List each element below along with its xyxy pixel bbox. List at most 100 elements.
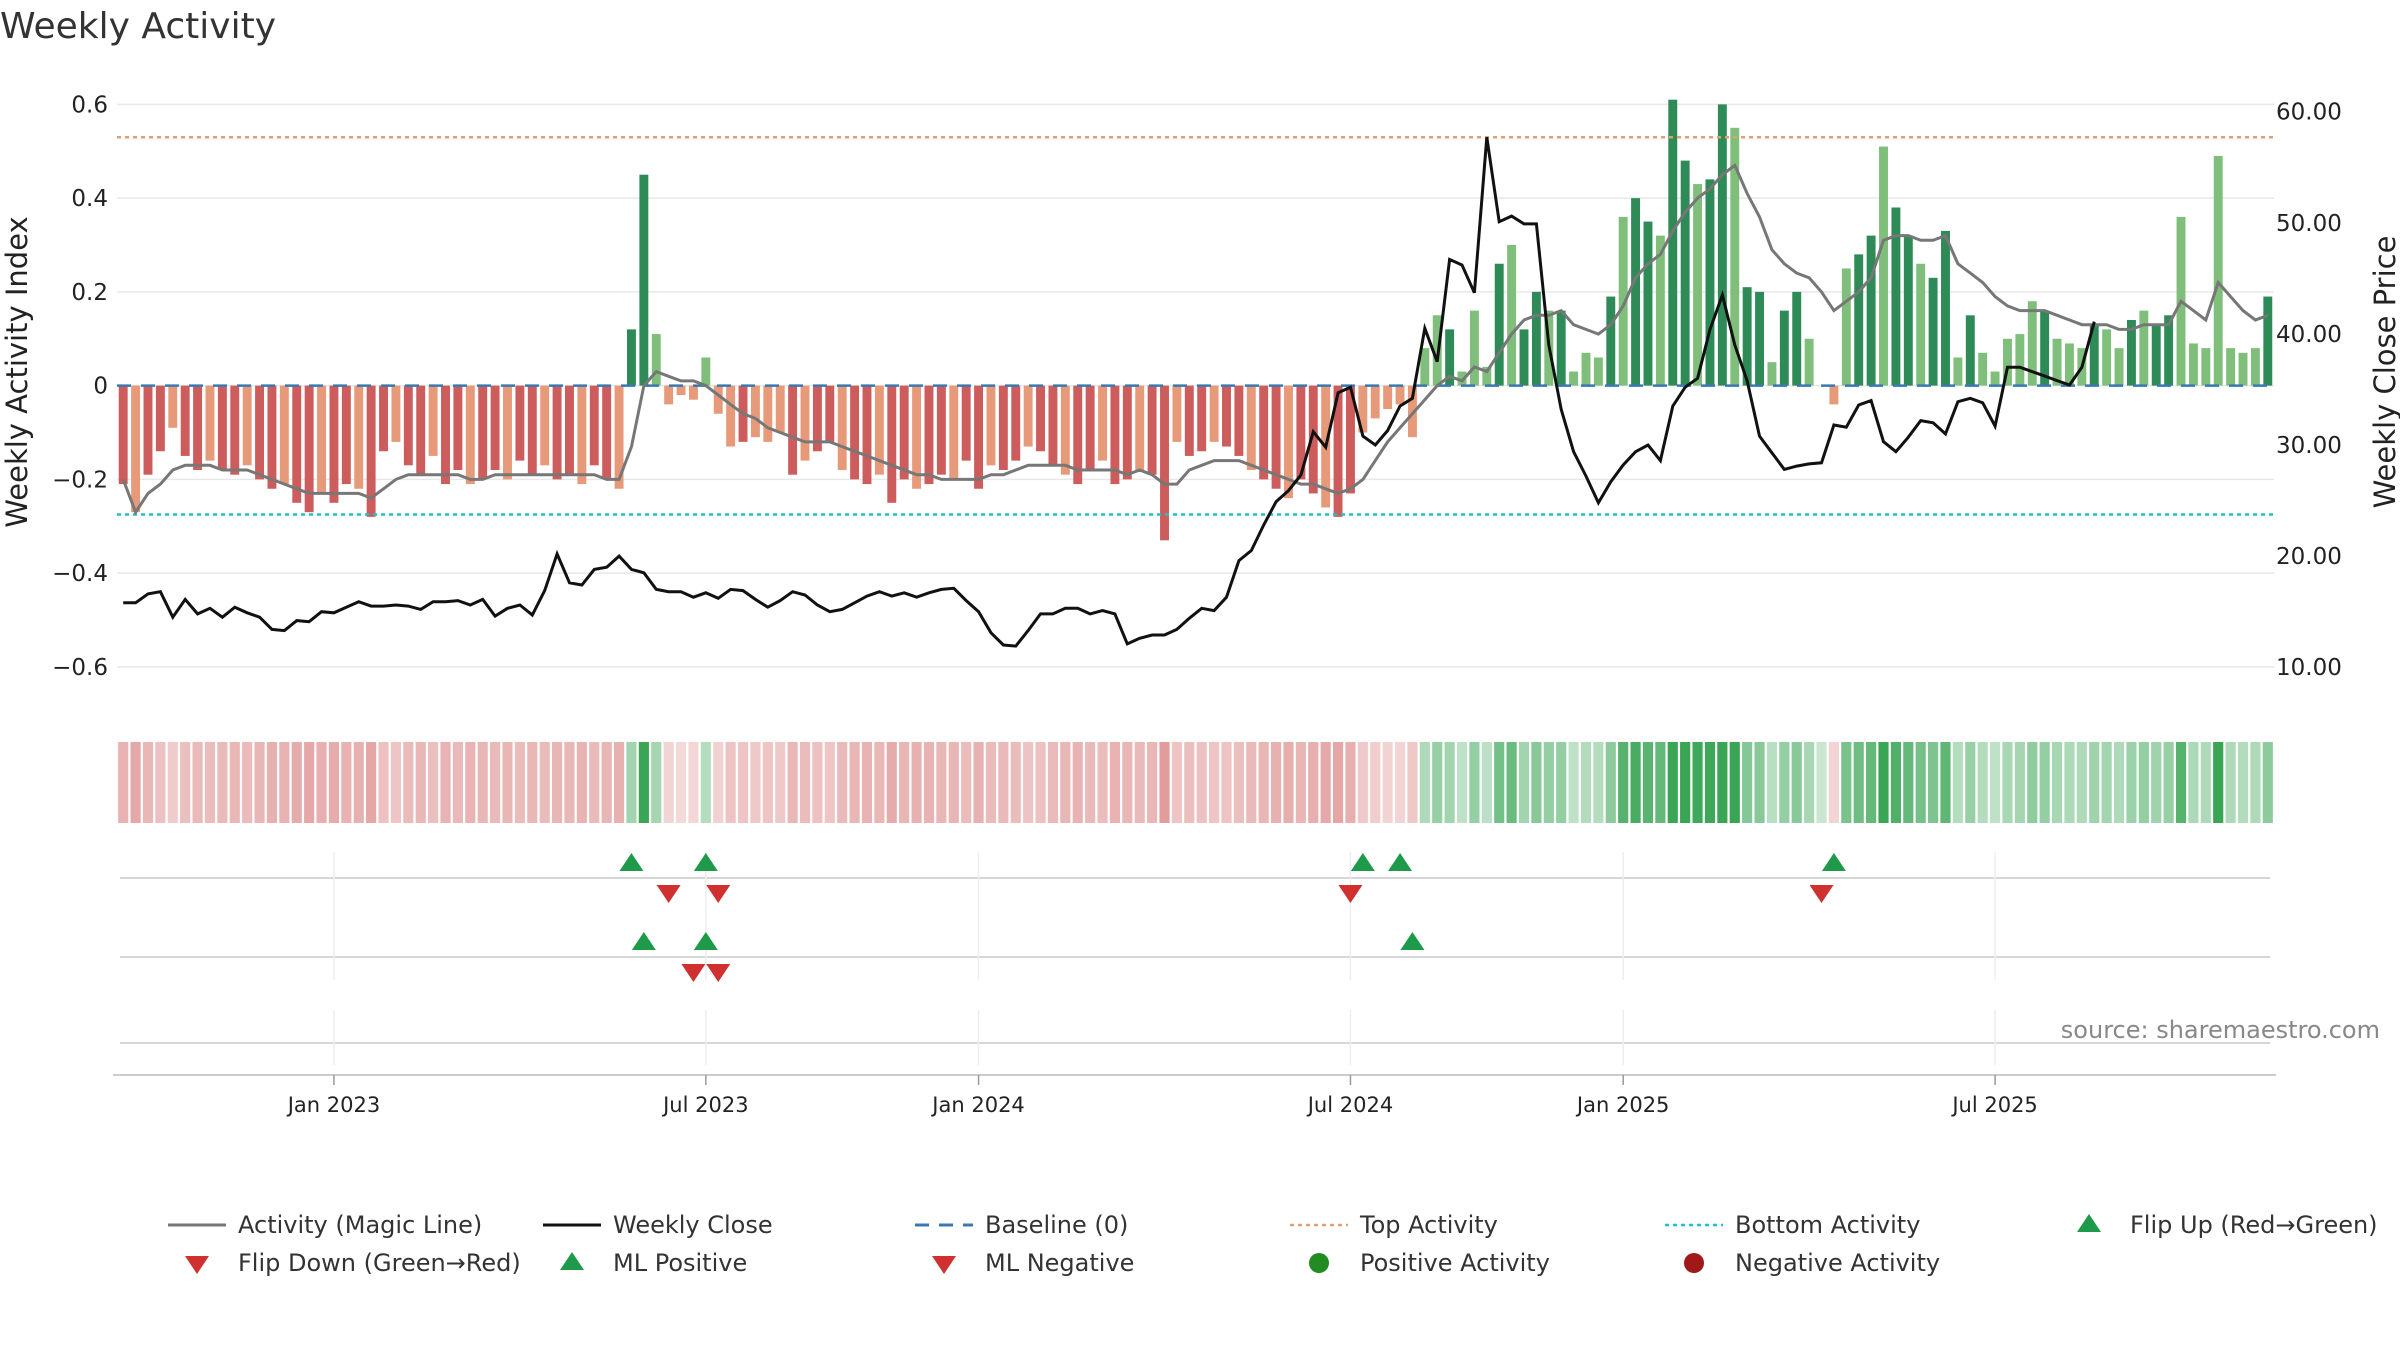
activity-heatstrip [118, 742, 2273, 823]
heatstrip-cell [1866, 742, 1877, 823]
activity-bar [1965, 315, 1975, 386]
heatstrip-cell [2027, 742, 2038, 823]
heatstrip-cell [2126, 742, 2137, 823]
y-tick-label: −0.2 [52, 467, 108, 493]
activity-bar [763, 385, 773, 442]
heatstrip-cell [1122, 742, 1133, 823]
activity-bar [217, 385, 227, 470]
legend-item-top: Top Activity [1290, 1211, 1498, 1239]
legend-item-flipup: Flip Up (Red→Green) [2077, 1211, 2378, 1239]
activity-bar [1866, 235, 1876, 386]
activity-bar [2089, 324, 2099, 386]
heatstrip-cell [1531, 742, 1542, 823]
activity-bar [998, 385, 1008, 470]
heatstrip-cell [477, 742, 488, 823]
heatstrip-cell [2237, 742, 2249, 823]
activity-bar [1234, 385, 1244, 456]
activity-bar [416, 385, 426, 475]
heatstrip-cell [291, 742, 302, 823]
heatstrip-cell [242, 742, 253, 823]
activity-bar [1593, 357, 1603, 386]
activity-bar [1941, 230, 1950, 386]
activity-bar [304, 385, 314, 513]
heatstrip-cell [1915, 742, 1926, 823]
heatstrip-cell [1989, 742, 2001, 823]
activity-bar [1978, 352, 1988, 386]
activity-bar [527, 385, 537, 475]
activity-bar [825, 385, 835, 442]
y2-tick-label: 30.00 [2276, 433, 2342, 459]
legend-label: Bottom Activity [1735, 1211, 1920, 1239]
activity-bar [1792, 291, 1802, 386]
activity-bar [366, 385, 376, 517]
legend-label: Weekly Close [613, 1211, 773, 1239]
activity-bar [974, 385, 984, 489]
activity-bar [1023, 385, 1033, 447]
activity-bar [1222, 385, 1231, 447]
y2-tick-label: 20.00 [2276, 544, 2342, 570]
heatstrip-cell [1109, 742, 1121, 823]
activity-bar [1308, 385, 1318, 494]
heatstrip-cell [985, 742, 997, 823]
heatstrip-cell [576, 742, 587, 823]
mlneg-swatch [932, 1256, 956, 1274]
heatstrip-cell [2101, 742, 2112, 823]
heatstrip-cell [452, 742, 463, 823]
activity-bar [267, 385, 277, 489]
activity-bar [565, 385, 574, 475]
activity-bar [602, 385, 612, 480]
heatstrip-cell [1147, 742, 1158, 823]
y-tick-label: 0.4 [71, 186, 108, 212]
activity-bar [1445, 329, 1455, 386]
heatstrip-cell [899, 742, 910, 823]
heatstrip-cell [1543, 742, 1554, 823]
heatstrip-cell [2089, 742, 2100, 823]
heatstrip-cell [874, 742, 885, 823]
activity-bar [1928, 277, 1938, 386]
activity-bar [2027, 301, 2037, 386]
heatstrip-cell [229, 742, 240, 823]
heatstrip-cell [663, 742, 674, 823]
heatstrip-cell [1804, 742, 1815, 823]
heatstrip-cell [700, 742, 711, 823]
heatstrip-cell [564, 742, 575, 823]
magic-line [121, 162, 2269, 516]
activity-bar [726, 385, 736, 447]
heatstrip-cell [725, 742, 736, 823]
activity-bar [874, 385, 884, 475]
heatstrip-cell [180, 742, 191, 823]
activity-bar [317, 385, 327, 494]
activity-bar [1767, 362, 1777, 386]
activity-bar [1259, 385, 1269, 480]
y2-tick-label: 40.00 [2276, 322, 2342, 348]
heatstrip-cell [1246, 742, 1257, 823]
reference-lines [117, 135, 2274, 516]
activity-bar [118, 385, 128, 485]
activity-bar [899, 385, 909, 480]
heatstrip-cell [1196, 742, 1207, 823]
heatstrip-cell [1184, 742, 1195, 823]
heatstrip-cell [1878, 742, 1889, 823]
source-credit: source: sharemaestro.com [2061, 1016, 2380, 1044]
activity-bar [168, 385, 178, 428]
activity-bar [2114, 348, 2124, 386]
activity-bar [1841, 268, 1851, 386]
heatstrip-cell [812, 742, 823, 823]
heatstrip-cell [911, 742, 922, 823]
heatstrip-cell [1035, 742, 1046, 823]
activity-bar [193, 385, 203, 470]
flip-up-marker [619, 853, 644, 871]
legend-item-flipdown: Flip Down (Green→Red) [185, 1249, 521, 1277]
legend-item-magic: Activity (Magic Line) [168, 1211, 482, 1239]
activity-bar [1668, 99, 1678, 386]
flip-markers [619, 853, 1846, 982]
activity-bar [1160, 385, 1169, 541]
heatstrip-cell [2200, 742, 2211, 823]
y2-tick-label: 50.00 [2276, 211, 2342, 237]
heatstrip-cell [1506, 742, 1517, 823]
heatstrip-cell [2213, 742, 2224, 823]
heatstrip-cell [675, 742, 687, 823]
activity-bar [589, 385, 599, 466]
heatstrip-cell [415, 742, 426, 823]
heatstrip-cell [1209, 742, 1220, 823]
